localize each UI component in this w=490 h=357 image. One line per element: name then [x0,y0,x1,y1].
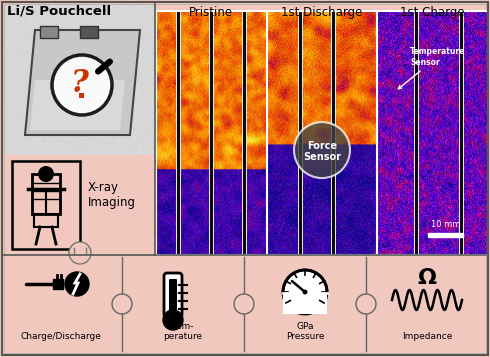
Text: Ω: Ω [417,268,437,288]
Text: 1st Charge: 1st Charge [400,6,465,19]
Bar [34,214,58,227]
Text: Tem-
perature: Tem- perature [164,322,202,341]
Bar [40,26,58,38]
Bar [74,247,86,253]
Bar [32,174,60,214]
Text: Force: Force [307,141,337,151]
Circle shape [294,122,350,178]
Circle shape [163,310,183,330]
Bar [12,161,80,249]
Polygon shape [30,80,125,130]
Text: ?: ? [71,67,89,99]
Circle shape [112,294,132,314]
Circle shape [38,166,54,182]
Circle shape [69,242,91,264]
Bar [79,93,84,98]
Text: GPa
Pressure: GPa Pressure [286,322,324,341]
Bar [283,292,327,314]
Text: Charge/Discharge: Charge/Discharge [21,332,101,341]
Circle shape [65,272,89,296]
Circle shape [52,55,112,115]
Text: Li/S Pouchcell: Li/S Pouchcell [7,4,111,17]
Text: 1st Discharge: 1st Discharge [281,6,363,19]
Polygon shape [25,30,140,135]
Text: Pristine: Pristine [189,6,233,19]
Bar [80,26,98,38]
FancyBboxPatch shape [169,279,177,311]
Bar [53,279,63,289]
Text: X-ray
Imaging: X-ray Imaging [88,181,136,209]
Circle shape [283,270,327,314]
Bar [156,11,488,255]
Text: Temperature
Sensor: Temperature Sensor [398,47,465,89]
FancyBboxPatch shape [164,273,182,317]
Text: 10 mm: 10 mm [431,220,460,229]
Text: Sensor: Sensor [303,152,341,162]
Bar [428,233,463,237]
Text: Impedance: Impedance [402,332,452,341]
Circle shape [356,294,376,314]
Circle shape [302,290,308,295]
Circle shape [234,294,254,314]
